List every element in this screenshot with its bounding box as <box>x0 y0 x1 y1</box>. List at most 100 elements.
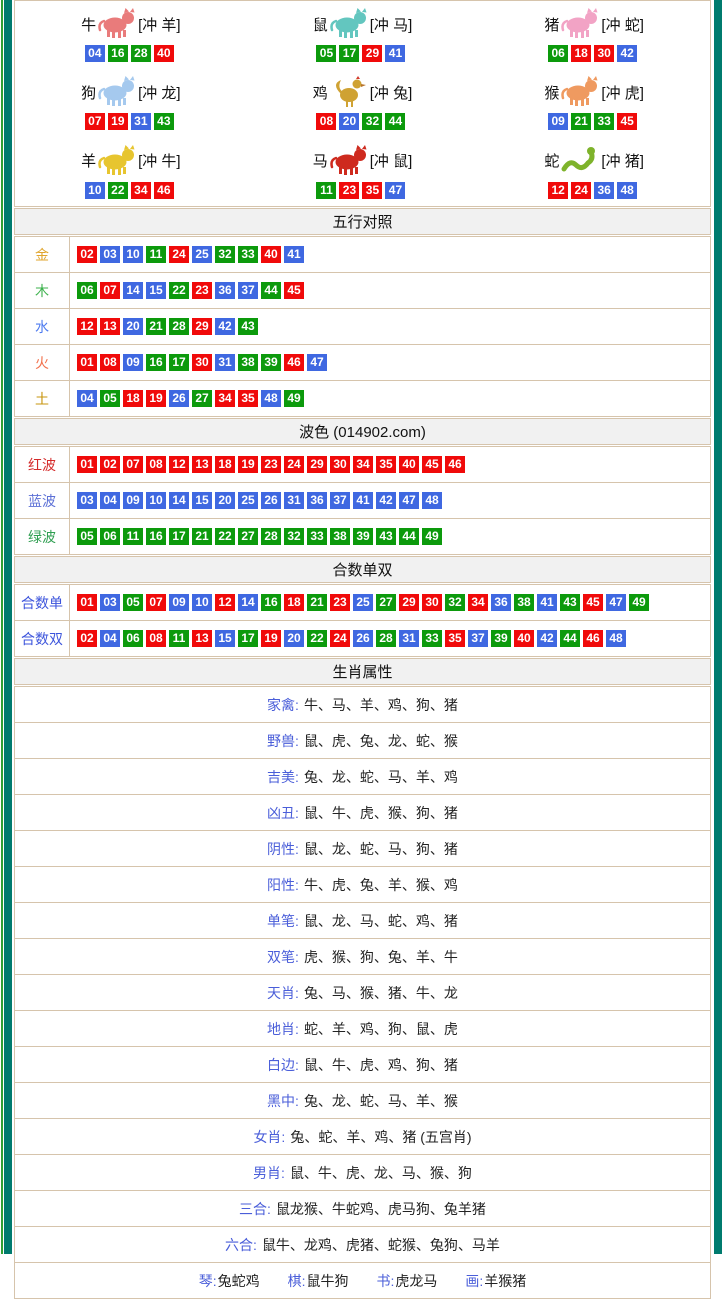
row-label: 合数单 <box>15 585 70 620</box>
number-ball: 40 <box>261 246 281 263</box>
zodiac-title: 狗 [冲 龙] <box>81 76 181 108</box>
number-ball: 02 <box>77 246 97 263</box>
number-ball: 19 <box>146 390 166 407</box>
number-ball: 40 <box>514 630 534 647</box>
number-ball: 10 <box>123 246 143 263</box>
number-ball: 44 <box>385 113 406 131</box>
zodiac-numbers: 10 22 34 46 <box>84 181 177 199</box>
number-ball: 19 <box>261 630 281 647</box>
number-ball: 29 <box>399 594 419 611</box>
number-ball: 40 <box>153 45 174 63</box>
number-ball: 22 <box>307 630 327 647</box>
zodiac-cell: 羊 [冲 牛] 10 22 34 46 <box>15 138 247 206</box>
number-ball: 44 <box>261 282 281 299</box>
number-ball: 45 <box>583 594 603 611</box>
number-ball: 49 <box>284 390 304 407</box>
number-ball: 03 <box>100 246 120 263</box>
number-ball: 34 <box>353 456 373 473</box>
footer-item-label: 画: <box>465 1272 484 1289</box>
number-ball: 03 <box>77 492 97 509</box>
number-row: 火 01 08 09 16 17 30 31 38 39 46 47 <box>15 344 710 380</box>
number-ball: 17 <box>169 528 189 545</box>
row-label: 火 <box>15 345 70 380</box>
number-ball: 10 <box>84 181 105 199</box>
rat-icon <box>329 8 367 39</box>
number-ball: 20 <box>339 113 360 131</box>
number-ball: 25 <box>192 246 212 263</box>
number-ball: 01 <box>77 354 97 371</box>
number-ball: 42 <box>537 630 557 647</box>
number-ball: 04 <box>77 390 97 407</box>
number-ball: 16 <box>146 354 166 371</box>
number-ball: 13 <box>192 456 212 473</box>
number-ball: 22 <box>169 282 189 299</box>
number-ball: 11 <box>146 246 166 263</box>
snake-icon <box>561 146 596 172</box>
section-header: 合数单双 <box>14 556 711 583</box>
number-ball: 07 <box>123 456 143 473</box>
row-label: 合数双 <box>15 621 70 656</box>
number-ball: 35 <box>445 630 465 647</box>
attribute-value: 鼠、龙、马、蛇、鸡、猪 <box>303 912 458 929</box>
number-ball: 21 <box>307 594 327 611</box>
number-ball: 28 <box>169 318 189 335</box>
number-ball: 09 <box>123 492 143 509</box>
zodiac-numbers: 07 19 31 43 <box>84 112 177 131</box>
number-ball: 41 <box>353 492 373 509</box>
number-ball: 34 <box>468 594 488 611</box>
number-ball: 23 <box>339 181 360 199</box>
attribute-row: 地肖: 蛇、羊、鸡、狗、鼠、虎 <box>15 1010 710 1046</box>
attribute-row: 野兽: 鼠、虎、兔、龙、蛇、猴 <box>15 722 710 758</box>
number-ball: 35 <box>362 181 383 199</box>
zodiac-name: 羊 <box>81 153 97 171</box>
row-numbers: 04 05 18 19 26 27 34 35 48 49 <box>70 381 710 416</box>
number-ball: 43 <box>238 318 258 335</box>
number-row: 水 12 13 20 21 28 29 42 43 <box>15 308 710 344</box>
left-border-bar <box>4 0 12 1254</box>
zodiac-title: 猪 [冲 蛇] <box>544 8 644 40</box>
number-ball: 24 <box>571 181 592 199</box>
number-ball: 04 <box>84 45 105 63</box>
number-row: 金 02 03 10 11 24 25 32 33 40 41 <box>15 237 710 272</box>
number-ball: 18 <box>571 45 592 63</box>
attribute-row: 白边: 鼠、牛、虎、鸡、狗、猪 <box>15 1046 710 1082</box>
number-ball: 38 <box>514 594 534 611</box>
number-ball: 32 <box>215 246 235 263</box>
section-table: 合数单 01 03 05 07 09 10 12 14 16 18 21 23 25 27 29 30 32 34 3… <box>14 584 711 657</box>
attribute-value: 兔、龙、蛇、马、羊、鸡 <box>303 768 458 785</box>
number-ball: 41 <box>537 594 557 611</box>
zodiac-clash-label: [冲 马] <box>369 16 413 34</box>
number-ball: 12 <box>215 594 235 611</box>
zodiac-clash-label: [冲 龙] <box>138 84 181 102</box>
attribute-value: 鼠、牛、虎、龙、马、猴、狗 <box>289 1164 472 1181</box>
number-ball: 16 <box>107 45 128 63</box>
number-ball: 39 <box>353 528 373 545</box>
attribute-value: 鼠牛、龙鸡、虎猪、蛇猴、兔狗、马羊 <box>261 1236 500 1253</box>
number-ball: 24 <box>169 246 189 263</box>
row-numbers: 06 07 14 15 22 23 36 37 44 45 <box>70 273 710 308</box>
attribute-label: 阳性: <box>267 876 299 893</box>
number-ball: 10 <box>192 594 212 611</box>
number-ball: 11 <box>123 528 143 545</box>
ox-icon <box>98 8 135 39</box>
number-ball: 21 <box>146 318 166 335</box>
number-ball: 06 <box>77 282 97 299</box>
number-ball: 22 <box>215 528 235 545</box>
number-ball: 27 <box>376 594 396 611</box>
number-ball: 09 <box>123 354 143 371</box>
row-numbers: 12 13 20 21 28 29 42 43 <box>70 309 710 344</box>
attribute-label: 三合: <box>239 1200 271 1217</box>
number-ball: 02 <box>77 630 97 647</box>
attribute-value: 鼠、牛、虎、鸡、狗、猪 <box>303 1056 458 1073</box>
number-ball: 34 <box>130 181 151 199</box>
attribute-row: 单笔: 鼠、龙、马、蛇、鸡、猪 <box>15 902 710 938</box>
number-ball: 22 <box>107 181 128 199</box>
section-table: 红波 01 02 07 08 12 13 18 19 23 24 29 30 34 35 40 45 46 蓝波 03… <box>14 446 711 555</box>
pig-icon <box>561 8 598 39</box>
row-label: 红波 <box>15 447 70 482</box>
number-ball: 17 <box>339 45 360 63</box>
number-ball: 16 <box>261 594 281 611</box>
number-ball: 17 <box>169 354 189 371</box>
zodiac-clash-label: [冲 兔] <box>369 84 413 102</box>
number-ball: 08 <box>146 456 166 473</box>
